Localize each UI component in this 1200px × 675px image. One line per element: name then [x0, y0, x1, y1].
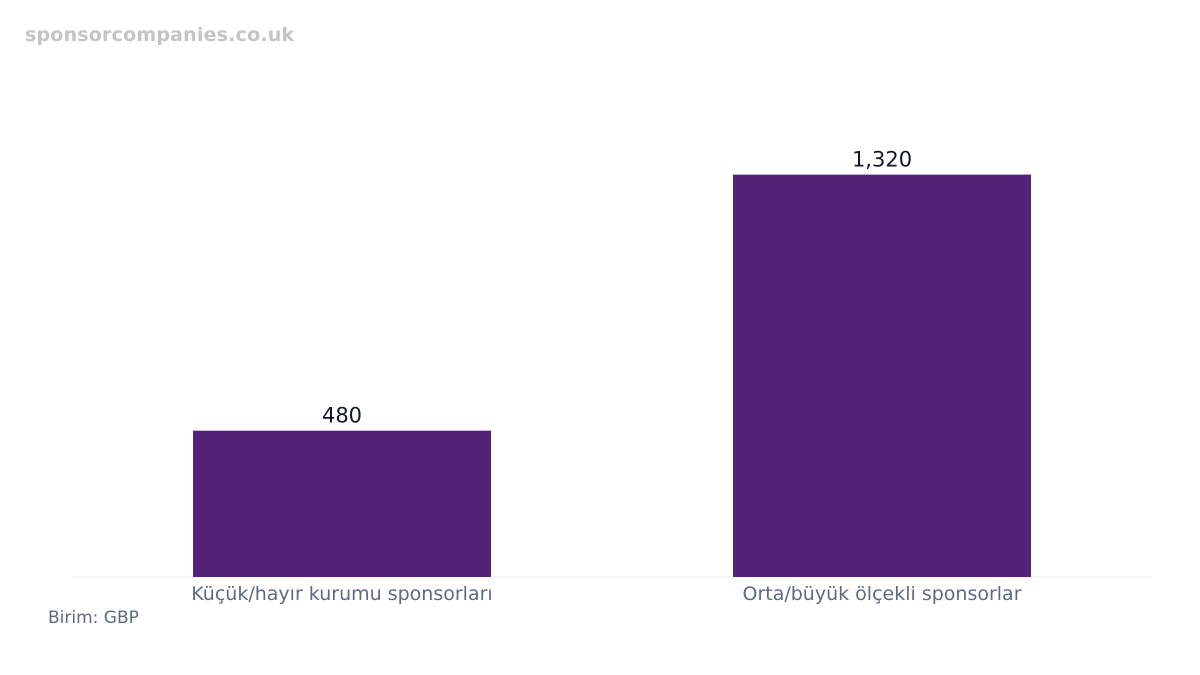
- bar-1: [193, 430, 491, 577]
- watermark-text: sponsorcompanies.co.uk: [25, 24, 295, 46]
- unit-note: Birim: GBP: [48, 608, 139, 628]
- labels-layer: 480 Küçük/hayır kurumu sponsorları 1,320 Or…: [191, 148, 1021, 605]
- bar-value-label-2: 1,320: [852, 148, 912, 172]
- bar-2: [733, 174, 1031, 578]
- bar-value-label-1: 480: [322, 404, 362, 428]
- bars-layer: [193, 174, 1031, 578]
- category-label-1: Küçük/hayır kurumu sponsorları: [191, 583, 492, 605]
- category-label-2: Orta/büyük ölçekli sponsorlar: [742, 583, 1021, 605]
